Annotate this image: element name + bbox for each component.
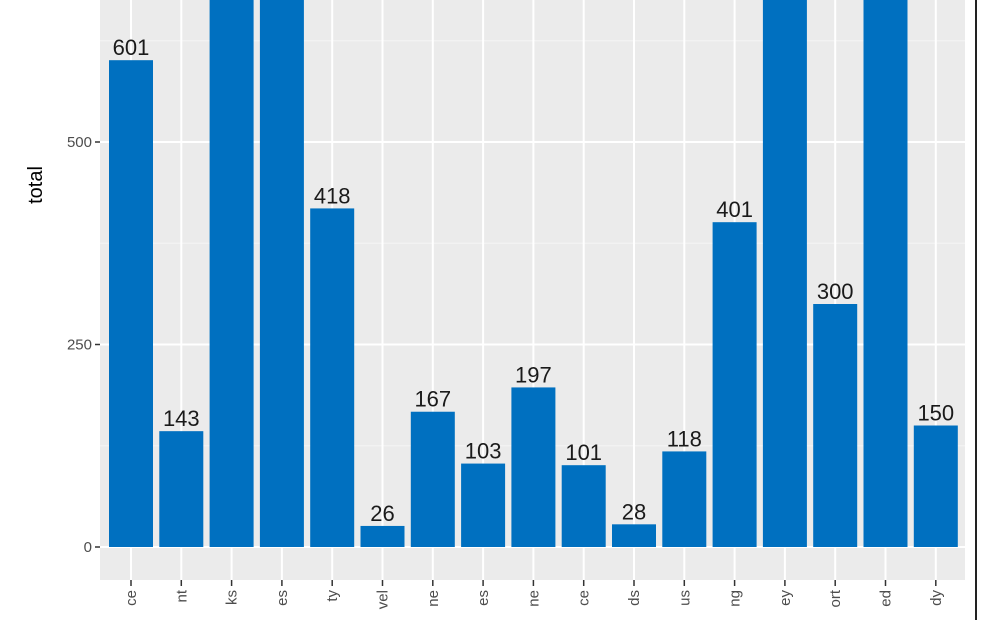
x-tick-label: us <box>676 590 693 606</box>
x-tick-label: es <box>475 590 492 606</box>
x-tick-label: ort <box>827 589 844 607</box>
bar <box>813 304 858 547</box>
x-tick-label: ne <box>425 590 442 607</box>
data-label: 118 <box>667 426 702 451</box>
bar <box>863 0 908 547</box>
data-label: 143 <box>163 406 200 431</box>
y-axis: 0 250 500 <box>67 134 100 556</box>
bar <box>561 465 606 547</box>
data-label: 601 <box>113 35 150 60</box>
x-tick-label: vel <box>375 590 392 609</box>
x-tick-label: ed <box>878 590 895 607</box>
x-tick-label: dy <box>928 590 945 606</box>
x-tick-label: ty <box>324 590 341 602</box>
y-tick-label: 500 <box>67 134 92 151</box>
x-tick-label: ng <box>727 590 744 607</box>
bar <box>410 411 455 547</box>
x-tick-label: es <box>274 590 291 606</box>
bar <box>712 222 757 547</box>
bar <box>913 425 958 547</box>
x-tick-label: ce <box>123 590 140 606</box>
bar <box>612 524 656 547</box>
data-labels-group: 601 143 418 26 167 103 197 101 28 118 401 300 150 <box>113 35 955 526</box>
data-label: 418 <box>314 183 351 208</box>
y-axis-title: total <box>25 166 47 204</box>
data-label: 401 <box>716 197 753 222</box>
bar <box>109 60 153 547</box>
x-tick-label: ne <box>525 590 542 607</box>
bar <box>310 208 355 548</box>
bar <box>762 0 807 547</box>
bar <box>511 387 556 547</box>
x-tick-label: ce <box>576 590 593 606</box>
y-tick-label: 0 <box>84 539 92 556</box>
x-axis: ce nt ks es ty vel ne es ne ce ds us ng ey ort ed dy <box>123 580 945 609</box>
bars-group <box>109 0 958 548</box>
x-tick-label: ks <box>224 590 241 605</box>
data-label: 197 <box>515 362 552 387</box>
bar <box>360 525 405 547</box>
data-label: 28 <box>622 499 646 524</box>
x-tick-label: ds <box>626 590 643 606</box>
data-label: 167 <box>414 387 451 412</box>
x-tick-label: nt <box>173 589 190 602</box>
bar <box>662 451 707 547</box>
data-label: 26 <box>370 501 394 526</box>
data-label: 101 <box>565 440 602 465</box>
bar <box>461 463 506 547</box>
x-tick-label: ey <box>777 590 794 606</box>
data-label: 150 <box>917 401 954 426</box>
bar <box>259 0 304 547</box>
data-label: 103 <box>465 439 502 464</box>
y-tick-label: 250 <box>67 337 92 354</box>
data-label: 300 <box>817 279 854 304</box>
bar <box>209 0 254 547</box>
bar <box>159 431 204 547</box>
